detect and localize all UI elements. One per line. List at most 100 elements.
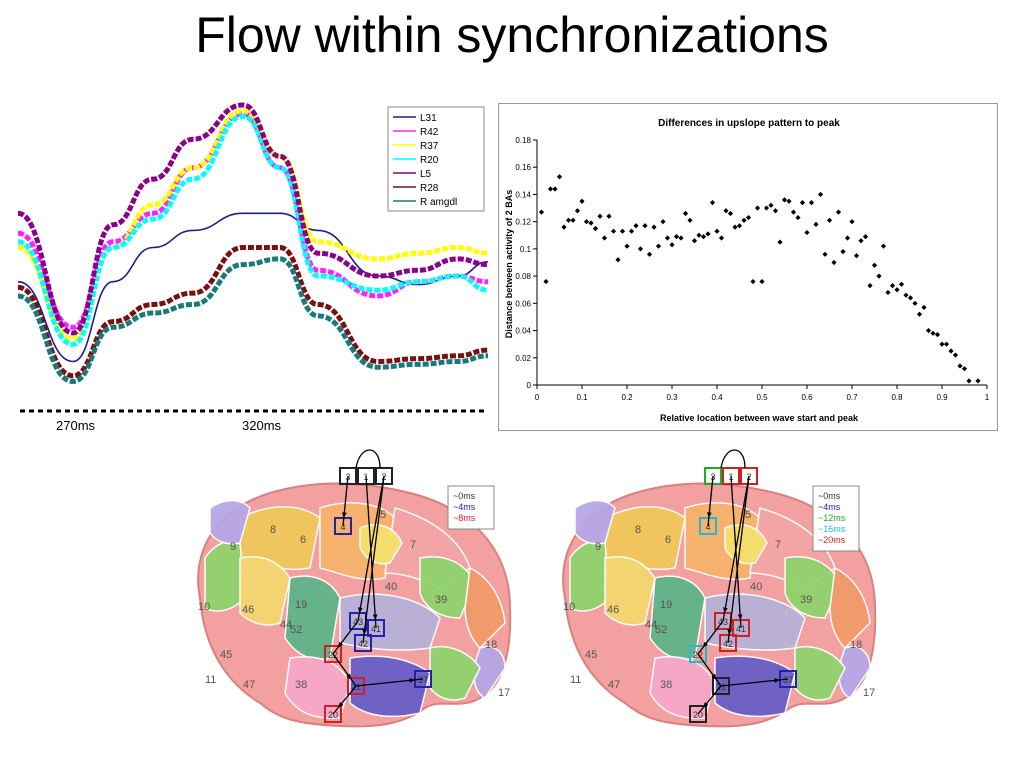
- brain-legend-box: [447, 485, 495, 530]
- flow-arrow: [362, 475, 385, 644]
- scatter-point: [867, 283, 873, 289]
- legend-label-l5: L5: [420, 169, 432, 180]
- region-label-17: 17: [498, 687, 510, 699]
- scatter-ytick-label: 0.14: [515, 190, 531, 199]
- brain-region-3: [204, 540, 246, 612]
- region-box-20: [689, 705, 707, 723]
- scatter-point: [966, 378, 972, 384]
- scatter-point: [975, 378, 981, 384]
- scatter-point: [678, 235, 684, 241]
- scatter-point: [745, 214, 752, 221]
- legend-label-r42: R42: [420, 127, 439, 138]
- scatter-point: [624, 243, 630, 249]
- scatter-point: [939, 341, 945, 347]
- left-brain-graphic: 5679104611171839384052454744198312443414…: [197, 449, 512, 728]
- region-box-label-37: 37: [418, 675, 428, 685]
- flow-arrowhead: [702, 641, 709, 648]
- scatter-point: [700, 234, 707, 240]
- region-box-2: [740, 467, 758, 485]
- scatter-point: [651, 224, 657, 230]
- scatter-point: [772, 208, 779, 214]
- region-label-45: 45: [585, 649, 597, 661]
- scatter-point: [790, 209, 797, 215]
- region-box-label-41: 41: [371, 624, 381, 634]
- brain-region-7: [339, 593, 441, 651]
- scatter-point: [957, 363, 963, 369]
- region-box-42: [719, 634, 737, 652]
- time-tick-270: 270ms: [56, 418, 96, 433]
- region-box-3: [704, 467, 722, 485]
- legend-label-l31: L31: [420, 113, 437, 124]
- scatter-ytick-label: 0.18: [515, 136, 531, 145]
- scatter-point: [840, 249, 846, 255]
- scatter-point: [853, 253, 860, 259]
- scatter-point: [642, 223, 648, 229]
- scatter-point: [889, 283, 896, 289]
- region-box-2: [375, 467, 393, 485]
- scatter-ytick-label: 0.12: [515, 218, 531, 227]
- scatter-point: [714, 228, 720, 234]
- flow-arrow: [332, 620, 359, 655]
- brain-region-5: [574, 499, 616, 545]
- region-label-44: 44: [280, 619, 292, 631]
- scatter-point: [610, 228, 617, 234]
- brain-right-svg: 5679104611171839384052454744198312443414…: [562, 449, 877, 728]
- scatter-point: [952, 352, 959, 358]
- brain-legend-item: ~20ms: [818, 535, 846, 545]
- region-label-6: 6: [665, 534, 671, 546]
- scatter-point: [817, 191, 824, 198]
- region-label-10: 10: [198, 601, 210, 613]
- brain-diagram-right: 5679104611171839384052454744198312443414…: [545, 448, 935, 738]
- scatter-point: [781, 197, 788, 203]
- region-label-11: 11: [570, 674, 581, 686]
- scatter-point: [718, 235, 725, 241]
- region-box-4: [699, 517, 717, 535]
- scatter-point: [687, 217, 693, 223]
- region-label-5: 5: [745, 509, 751, 521]
- brain-region-7: [704, 593, 806, 651]
- brain-region-3: [569, 540, 611, 612]
- region-label-47: 47: [608, 679, 620, 691]
- flow-arrowhead: [338, 702, 344, 708]
- scatter-ylabel: Distance between activity of 2 BAs: [504, 190, 514, 339]
- region-label-7: 7: [410, 539, 416, 551]
- flow-arrow: [365, 475, 377, 629]
- scatter-point: [849, 219, 855, 225]
- flow-arrow: [697, 685, 722, 715]
- brain-region-5: [209, 499, 251, 545]
- region-label-18: 18: [485, 639, 497, 651]
- brain-region-9: [464, 566, 506, 650]
- region-box-label-42: 42: [723, 639, 733, 649]
- flow-arrowhead: [707, 512, 712, 519]
- scatter-point: [948, 348, 954, 354]
- scatter-point: [673, 234, 680, 240]
- wave-series-r20: [17, 113, 489, 347]
- legend-label-r28: R28: [420, 183, 439, 194]
- scatter-point: [628, 228, 635, 234]
- brain-region-13: [429, 646, 481, 701]
- region-box-21: [347, 677, 365, 695]
- scatter-point: [822, 251, 828, 257]
- scatter-xtick-label: 0.1: [576, 393, 588, 402]
- region-box-label-4: 4: [705, 522, 710, 532]
- flow-arrow: [730, 475, 742, 629]
- flow-arrowhead: [703, 702, 709, 708]
- region-box-label-42: 42: [358, 639, 368, 649]
- scatter-xlabel: Relative location between wave start and…: [660, 413, 859, 423]
- region-label-47: 47: [243, 679, 255, 691]
- region-box-22: [324, 645, 342, 663]
- region-box-3: [339, 467, 357, 485]
- region-label-38: 38: [660, 679, 672, 691]
- region-label-8: 8: [635, 524, 641, 536]
- brain-region-4: [239, 556, 291, 626]
- scatter-point: [691, 238, 698, 244]
- region-box-4: [334, 517, 352, 535]
- scatter-point: [930, 330, 936, 336]
- scatter-axes: 0 0.1 0.2 0.3 0.4 0.5 0.6 0.7 0.8 0.9 1 0 0.02 0.04 0.…: [515, 136, 989, 402]
- scatter-point: [619, 228, 626, 234]
- brain-legend-item: ~12ms: [818, 513, 846, 523]
- scatter-point: [588, 220, 594, 226]
- scatter-point: [907, 295, 914, 301]
- region-label-46: 46: [607, 604, 619, 616]
- scatter-point: [831, 259, 837, 266]
